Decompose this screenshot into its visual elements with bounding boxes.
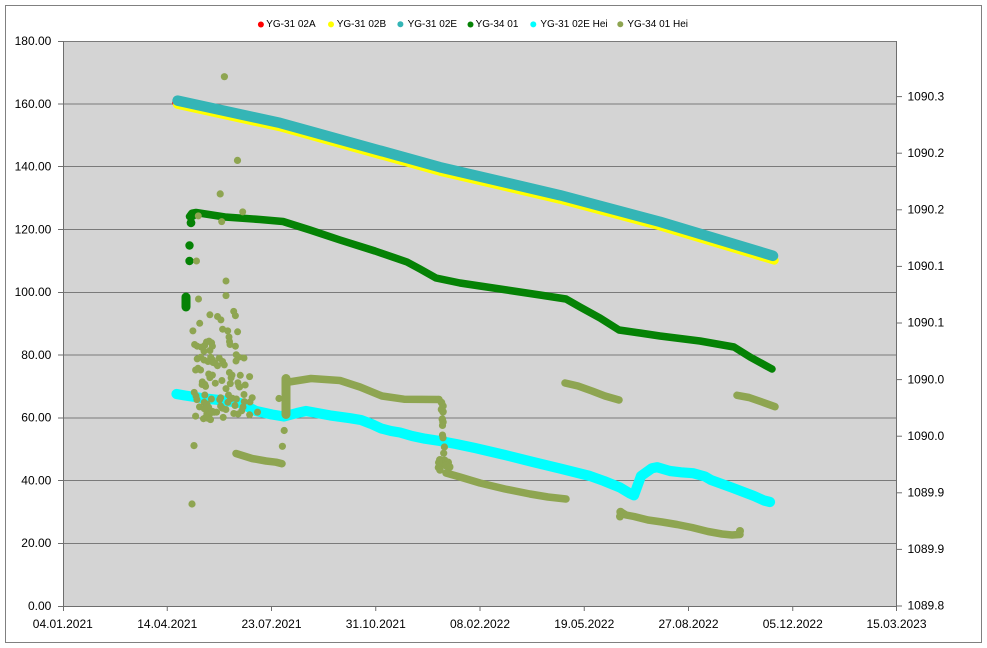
svg-text:YG-34 01: YG-34 01 [476,19,519,30]
svg-text:1090.1: 1090.1 [908,259,945,273]
svg-text:160.00: 160.00 [15,97,52,111]
svg-text:27.08.2022: 27.08.2022 [658,617,718,631]
svg-text:23.07.2021: 23.07.2021 [241,617,301,631]
svg-text:1089.8: 1089.8 [908,599,945,613]
svg-text:08.02.2022: 08.02.2022 [450,617,510,631]
svg-text:1090.3: 1090.3 [908,89,945,103]
svg-text:YG-31 02B: YG-31 02B [337,19,387,30]
svg-text:YG-31 02A: YG-31 02A [266,19,316,30]
svg-text:40.00: 40.00 [21,473,51,487]
svg-text:15.03.2023: 15.03.2023 [866,617,926,631]
svg-text:1089.9: 1089.9 [908,542,945,556]
svg-text:1090.2: 1090.2 [908,203,945,217]
svg-text:0.00: 0.00 [28,599,52,613]
svg-text:05.12.2022: 05.12.2022 [763,617,823,631]
svg-text:60.00: 60.00 [21,411,51,425]
svg-text:1090.0: 1090.0 [908,429,945,443]
svg-text:20.00: 20.00 [21,536,51,550]
svg-text:140.00: 140.00 [15,160,52,174]
svg-text:YG-31 02E: YG-31 02E [408,19,458,30]
svg-text:120.00: 120.00 [15,222,52,236]
svg-text:14.04.2021: 14.04.2021 [137,617,197,631]
svg-text:31.10.2021: 31.10.2021 [346,617,406,631]
svg-text:100.00: 100.00 [15,285,52,299]
svg-text:80.00: 80.00 [21,348,51,362]
svg-text:1090.2: 1090.2 [908,146,945,160]
svg-text:1090.1: 1090.1 [908,316,945,330]
svg-text:YG-31 02E Hei: YG-31 02E Hei [540,19,607,30]
svg-text:1090.0: 1090.0 [908,372,945,386]
svg-text:1089.9: 1089.9 [908,486,945,500]
svg-text:180.00: 180.00 [15,34,52,48]
svg-text:19.05.2022: 19.05.2022 [554,617,614,631]
svg-text:YG-34 01 Hei: YG-34 01 Hei [627,19,688,30]
svg-text:04.01.2021: 04.01.2021 [33,617,93,631]
